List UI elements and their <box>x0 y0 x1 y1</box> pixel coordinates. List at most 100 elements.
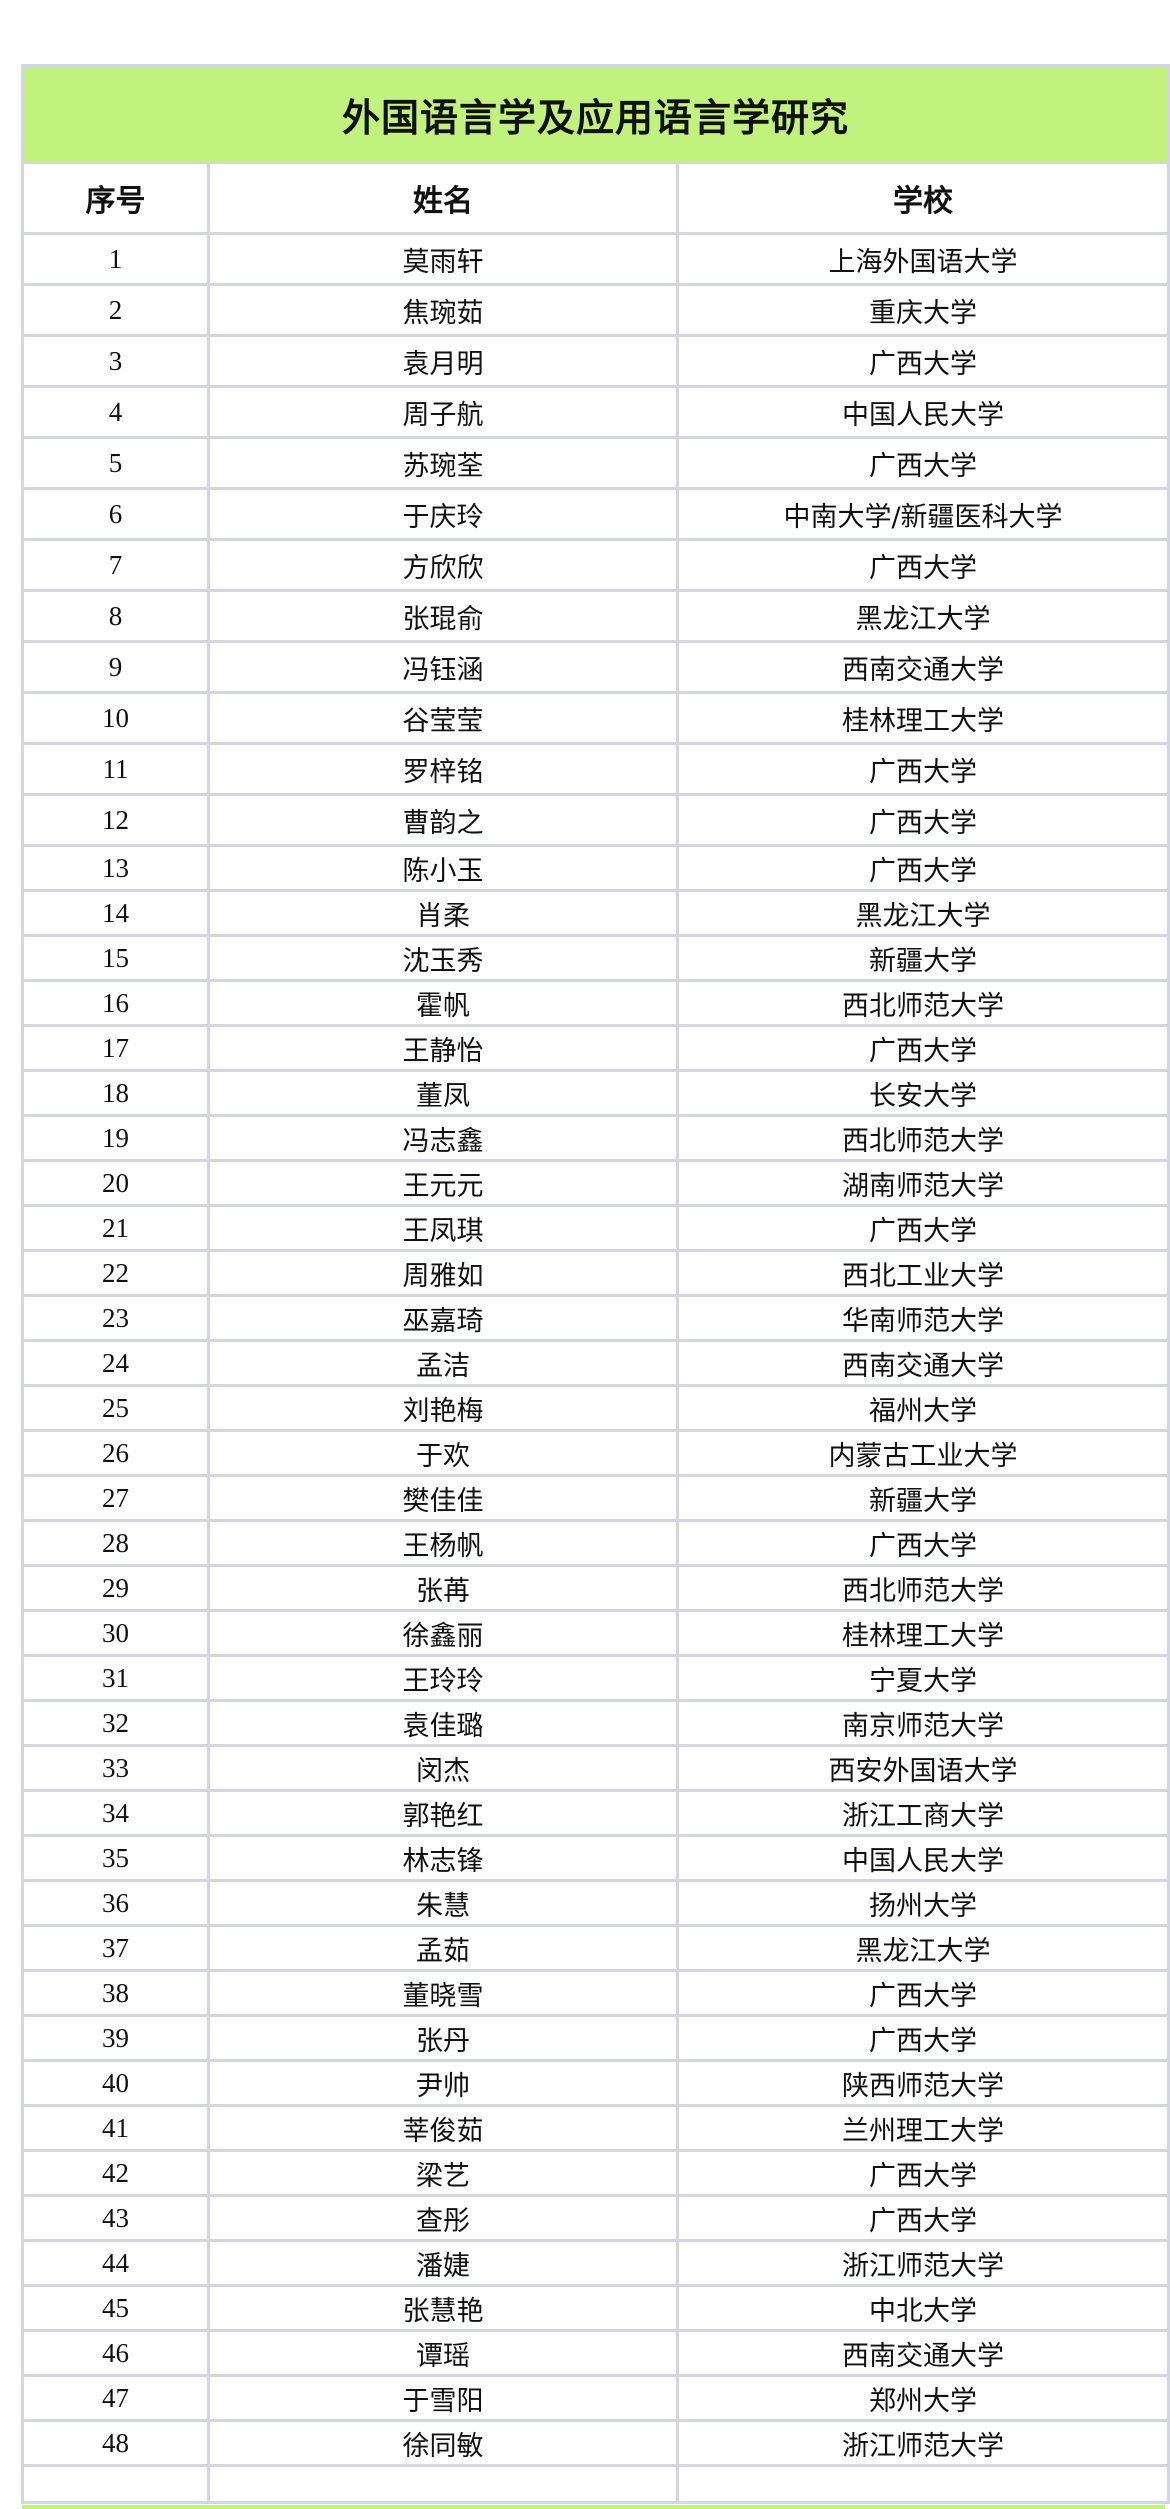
column-header-name: 姓名 <box>207 161 679 235</box>
cell-index: 7 <box>21 538 210 592</box>
cell-index: 4 <box>21 385 210 439</box>
cell-index: 46 <box>21 2329 210 2377</box>
cell-name: 闵杰 <box>207 1744 679 1792</box>
column-header-index: 序号 <box>21 161 210 235</box>
table-row: 21 王凤琪 广西大学 <box>21 1204 1170 1252</box>
empty-cell <box>207 2464 679 2504</box>
cell-school: 广西大学 <box>675 2149 1170 2197</box>
table-row: 8 张琨俞 黑龙江大学 <box>21 589 1170 643</box>
cell-name: 曹韵之 <box>207 793 679 847</box>
cell-index: 31 <box>21 1654 210 1702</box>
cell-index: 48 <box>21 2419 210 2467</box>
table-row: 17 王静怡 广西大学 <box>21 1024 1170 1072</box>
cell-name: 周子航 <box>207 385 679 439</box>
cell-school: 黑龙江大学 <box>675 889 1170 937</box>
cell-school: 福州大学 <box>675 1384 1170 1432</box>
cell-name: 于欢 <box>207 1429 679 1477</box>
table-row: 18 董凤 长安大学 <box>21 1069 1170 1117</box>
bottom-accent-bar <box>22 2505 1165 2509</box>
cell-school: 浙江工商大学 <box>675 1789 1170 1837</box>
cell-school: 桂林理工大学 <box>675 1609 1170 1657</box>
cell-school: 广西大学 <box>675 1204 1170 1252</box>
table-row: 40 尹帅 陕西师范大学 <box>21 2059 1170 2107</box>
cell-index: 43 <box>21 2194 210 2242</box>
cell-index: 41 <box>21 2104 210 2152</box>
cell-index: 42 <box>21 2149 210 2197</box>
cell-name: 陈小玉 <box>207 844 679 892</box>
cell-index: 27 <box>21 1474 210 1522</box>
cell-index: 5 <box>21 436 210 490</box>
cell-school: 中南大学/新疆医科大学 <box>675 487 1170 541</box>
cell-name: 焦琬茹 <box>207 283 679 337</box>
cell-name: 王静怡 <box>207 1024 679 1072</box>
cell-name: 于雪阳 <box>207 2374 679 2422</box>
table-row: 24 孟洁 西南交通大学 <box>21 1339 1170 1387</box>
cell-name: 张琨俞 <box>207 589 679 643</box>
cell-index: 14 <box>21 889 210 937</box>
table-row: 5 苏琬荃 广西大学 <box>21 436 1170 490</box>
cell-name: 尹帅 <box>207 2059 679 2107</box>
cell-school: 内蒙古工业大学 <box>675 1429 1170 1477</box>
title-row: 外国语言学及应用语言学研究 <box>20 64 1170 164</box>
cell-index: 23 <box>21 1294 210 1342</box>
cell-name: 肖柔 <box>207 889 679 937</box>
cell-school: 西南交通大学 <box>675 2329 1170 2377</box>
cell-index: 26 <box>21 1429 210 1477</box>
table-title: 外国语言学及应用语言学研究 <box>20 64 1170 164</box>
cell-index: 1 <box>21 232 210 286</box>
empty-cell <box>21 2464 210 2504</box>
cell-name: 莘俊茹 <box>207 2104 679 2152</box>
cell-index: 24 <box>21 1339 210 1387</box>
cell-name: 莫雨轩 <box>207 232 679 286</box>
cell-name: 王杨帆 <box>207 1519 679 1567</box>
cell-school: 广西大学 <box>675 1024 1170 1072</box>
cell-school: 中国人民大学 <box>675 385 1170 439</box>
cell-school: 广西大学 <box>675 742 1170 796</box>
table-row: 16 霍帆 西北师范大学 <box>21 979 1170 1027</box>
cell-index: 36 <box>21 1879 210 1927</box>
cell-school: 广西大学 <box>675 538 1170 592</box>
cell-index: 6 <box>21 487 210 541</box>
table-row: 2 焦琬茹 重庆大学 <box>21 283 1170 337</box>
cell-name: 王凤琪 <box>207 1204 679 1252</box>
cell-index: 33 <box>21 1744 210 1792</box>
cell-school: 西南交通大学 <box>675 640 1170 694</box>
cell-name: 孟茹 <box>207 1924 679 1972</box>
cell-school: 广西大学 <box>675 2014 1170 2062</box>
table-row: 1 莫雨轩 上海外国语大学 <box>21 232 1170 286</box>
results-sheet: 外国语言学及应用语言学研究 序号 姓名 学校 1 莫雨轩 上海外国语大学 2 焦琬茹 重庆… <box>20 64 1170 2504</box>
table-row: 27 樊佳佳 新疆大学 <box>21 1474 1170 1522</box>
table-row: 38 董晓雪 广西大学 <box>21 1969 1170 2017</box>
cell-name: 张苒 <box>207 1564 679 1612</box>
cell-index: 40 <box>21 2059 210 2107</box>
cell-name: 樊佳佳 <box>207 1474 679 1522</box>
cell-index: 20 <box>21 1159 210 1207</box>
table-row: 28 王杨帆 广西大学 <box>21 1519 1170 1567</box>
cell-index: 12 <box>21 793 210 847</box>
cell-name: 查彤 <box>207 2194 679 2242</box>
cell-index: 35 <box>21 1834 210 1882</box>
cell-index: 11 <box>21 742 210 796</box>
table-row: 45 张慧艳 中北大学 <box>21 2284 1170 2332</box>
cell-name: 冯钰涵 <box>207 640 679 694</box>
table-row: 20 王元元 湖南师范大学 <box>21 1159 1170 1207</box>
table-body: 1 莫雨轩 上海外国语大学 2 焦琬茹 重庆大学 3 袁月明 广西大学 4 周子航 中国人民大学 5 苏琬… <box>21 232 1170 2504</box>
cell-school: 华南师范大学 <box>675 1294 1170 1342</box>
cell-name: 王玲玲 <box>207 1654 679 1702</box>
cell-name: 罗梓铭 <box>207 742 679 796</box>
cell-school: 兰州理工大学 <box>675 2104 1170 2152</box>
table-row: 33 闵杰 西安外国语大学 <box>21 1744 1170 1792</box>
empty-cell <box>675 2464 1170 2504</box>
cell-name: 徐鑫丽 <box>207 1609 679 1657</box>
cell-name: 巫嘉琦 <box>207 1294 679 1342</box>
table-row: 29 张苒 西北师范大学 <box>21 1564 1170 1612</box>
cell-school: 西南交通大学 <box>675 1339 1170 1387</box>
table-row: 43 查彤 广西大学 <box>21 2194 1170 2242</box>
cell-index: 28 <box>21 1519 210 1567</box>
cell-name: 梁艺 <box>207 2149 679 2197</box>
cell-name: 刘艳梅 <box>207 1384 679 1432</box>
cell-index: 38 <box>21 1969 210 2017</box>
cell-school: 中国人民大学 <box>675 1834 1170 1882</box>
table-row: 32 袁佳璐 南京师范大学 <box>21 1699 1170 1747</box>
table-row: 13 陈小玉 广西大学 <box>21 844 1170 892</box>
